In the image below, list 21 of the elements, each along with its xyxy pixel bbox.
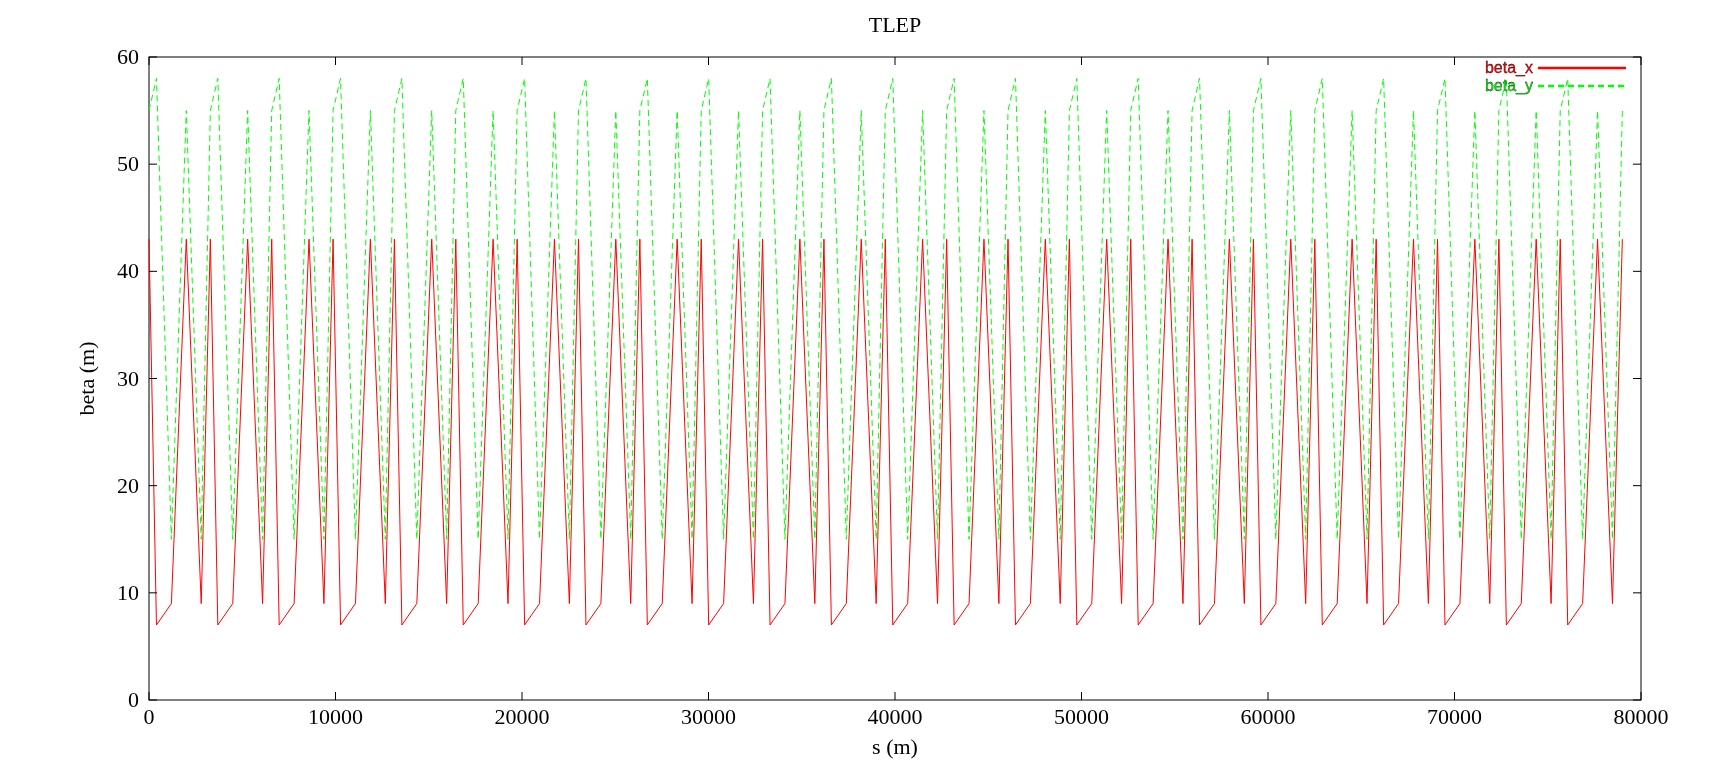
x-tick-label: 40000 bbox=[867, 704, 923, 729]
y-tick-label: 30 bbox=[117, 365, 139, 391]
y-tick-label: 40 bbox=[117, 258, 139, 284]
x-tick-label: 30000 bbox=[681, 704, 736, 729]
y-axis-title: beta (m) bbox=[74, 341, 99, 416]
y-tick-label: 0 bbox=[128, 687, 139, 712]
series-label: beta_y bbox=[1484, 77, 1533, 95]
x-tick-label: 0 bbox=[143, 704, 155, 729]
x-tick-label: 70000 bbox=[1427, 704, 1482, 729]
y-tick-label: 20 bbox=[117, 472, 139, 498]
chart-title: TLEP bbox=[868, 12, 922, 37]
y-tick-label: 50 bbox=[117, 151, 139, 177]
x-tick-label: 10000 bbox=[308, 704, 363, 729]
y-tick-label: 10 bbox=[117, 579, 139, 605]
text: beta_x bbox=[1484, 59, 1533, 77]
x-axis-title: s (m) bbox=[872, 734, 918, 759]
x-tick-label: 80000 bbox=[1613, 704, 1669, 729]
y-tick-label: 60 bbox=[117, 44, 139, 69]
x-tick-label: 50000 bbox=[1054, 704, 1109, 729]
x-tick-label: 60000 bbox=[1240, 704, 1296, 729]
x-tick-label: 20000 bbox=[494, 704, 550, 729]
